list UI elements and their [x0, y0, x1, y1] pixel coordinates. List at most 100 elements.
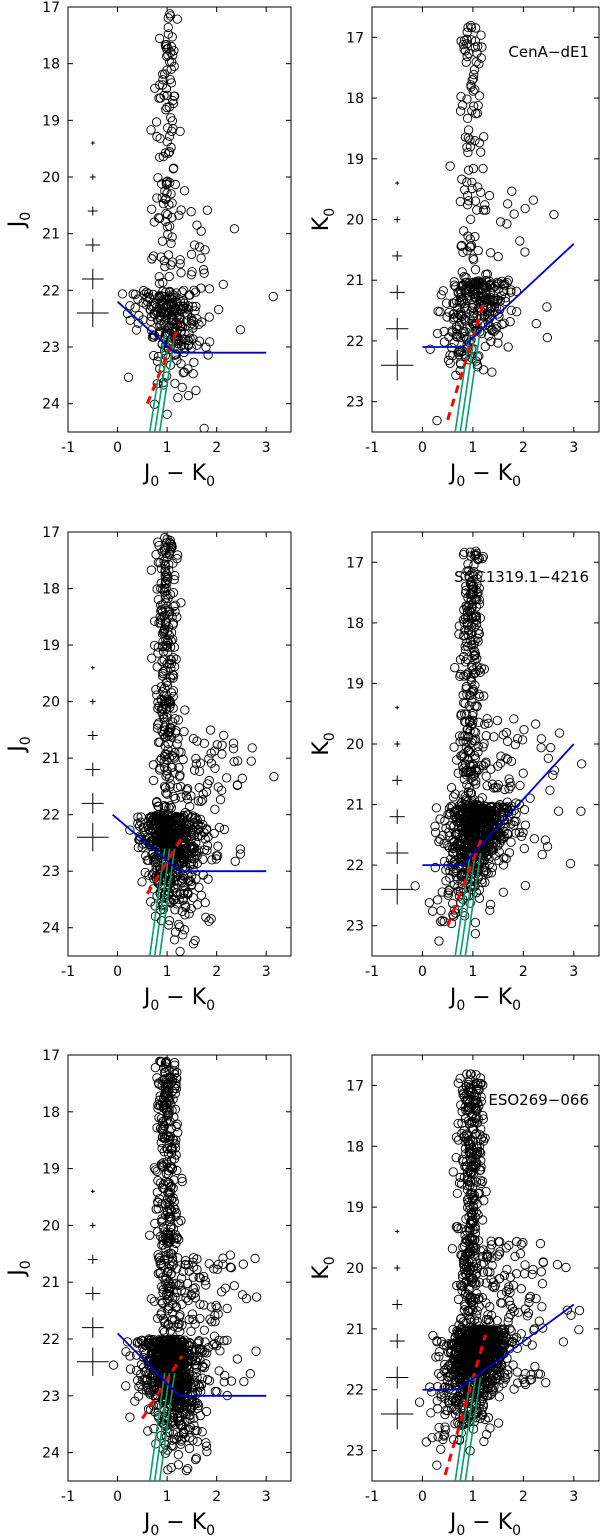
data-point [433, 306, 443, 316]
y-tick-label: 21 [42, 1275, 60, 1291]
data-point [196, 796, 206, 807]
data-point [468, 735, 478, 746]
data-point [153, 648, 163, 658]
data-point [504, 1240, 514, 1251]
data-point [184, 1443, 195, 1454]
data-point [167, 1164, 177, 1174]
data-point [228, 738, 239, 748]
data-point [157, 1373, 167, 1383]
data-point [462, 725, 472, 735]
data-point [461, 1162, 471, 1172]
data-point [144, 870, 154, 880]
data-point [470, 917, 481, 928]
data-point [160, 576, 171, 586]
data-point [168, 1259, 179, 1269]
completeness-line [116, 300, 267, 354]
data-point [493, 761, 503, 771]
data-point [472, 589, 482, 599]
data-point [467, 795, 477, 806]
data-point [542, 842, 553, 852]
data-point [167, 762, 177, 773]
data-point [549, 209, 559, 220]
data-point [191, 301, 201, 312]
data-point [498, 887, 508, 897]
data-point [445, 161, 455, 171]
data-point [163, 29, 174, 39]
data-point [525, 1291, 536, 1302]
data-point [196, 226, 206, 236]
data-point [174, 771, 185, 782]
data-point [158, 75, 168, 85]
data-point [169, 1335, 180, 1345]
data-point [493, 1418, 504, 1428]
data-point [206, 748, 216, 758]
data-point [440, 1422, 450, 1432]
data-point [446, 801, 456, 811]
data-point [172, 739, 182, 749]
data-point [162, 44, 172, 54]
y-axis-label: K0 [309, 208, 338, 231]
y-tick-label: 21 [346, 273, 364, 289]
data-point [493, 330, 504, 340]
data-point [192, 858, 202, 869]
data-point [487, 1260, 497, 1271]
data-point [455, 655, 466, 665]
y-tick-label: 18 [42, 57, 60, 73]
data-point [229, 1281, 239, 1291]
data-point [151, 684, 161, 695]
data-point [178, 1266, 188, 1277]
data-point [165, 1134, 175, 1145]
data-point [155, 558, 165, 568]
data-point [165, 221, 175, 231]
data-point [162, 769, 172, 779]
data-point [471, 1413, 481, 1423]
data-point [185, 290, 195, 300]
data-point [505, 777, 515, 788]
data-point [185, 860, 195, 871]
data-point [169, 1202, 179, 1213]
data-point [509, 820, 519, 831]
x-axis-label: J0 − K0 [448, 461, 521, 490]
data-point [179, 302, 189, 312]
data-point [466, 603, 477, 613]
data-point [462, 814, 472, 825]
data-point [460, 645, 471, 655]
data-point [159, 1090, 170, 1100]
data-point [159, 725, 170, 735]
data-point [200, 245, 210, 255]
data-point [167, 57, 177, 67]
data-point [497, 319, 507, 330]
data-point [159, 628, 169, 638]
data-point [160, 329, 171, 339]
data-point [200, 1276, 210, 1286]
data-point [147, 254, 157, 264]
data-point [188, 893, 198, 903]
isochrone-line [153, 1372, 171, 1481]
y-tick-label: 17 [42, 1048, 60, 1064]
data-point [143, 1360, 153, 1370]
x-axis-label: J0 − K0 [448, 1510, 521, 1537]
data-point [156, 252, 166, 262]
data-point [175, 1310, 185, 1320]
y-tick-label: 19 [42, 638, 60, 654]
data-point [140, 1340, 150, 1350]
data-point [476, 663, 486, 673]
data-point [164, 102, 175, 112]
data-point [160, 751, 170, 762]
data-point [184, 1424, 194, 1435]
data-point [181, 1293, 191, 1303]
data-point [152, 797, 162, 807]
data-point [467, 106, 477, 116]
data-point [170, 927, 181, 937]
data-point [504, 848, 515, 858]
data-point [219, 1377, 229, 1387]
data-point [436, 906, 446, 916]
completeness-line [422, 243, 575, 348]
data-point [201, 1438, 211, 1448]
data-point [162, 90, 172, 100]
data-point [195, 1299, 205, 1309]
x-tick-label: -1 [365, 1489, 379, 1505]
plot-data [76, 1056, 267, 1481]
data-point [440, 1430, 450, 1440]
data-point [180, 824, 191, 835]
